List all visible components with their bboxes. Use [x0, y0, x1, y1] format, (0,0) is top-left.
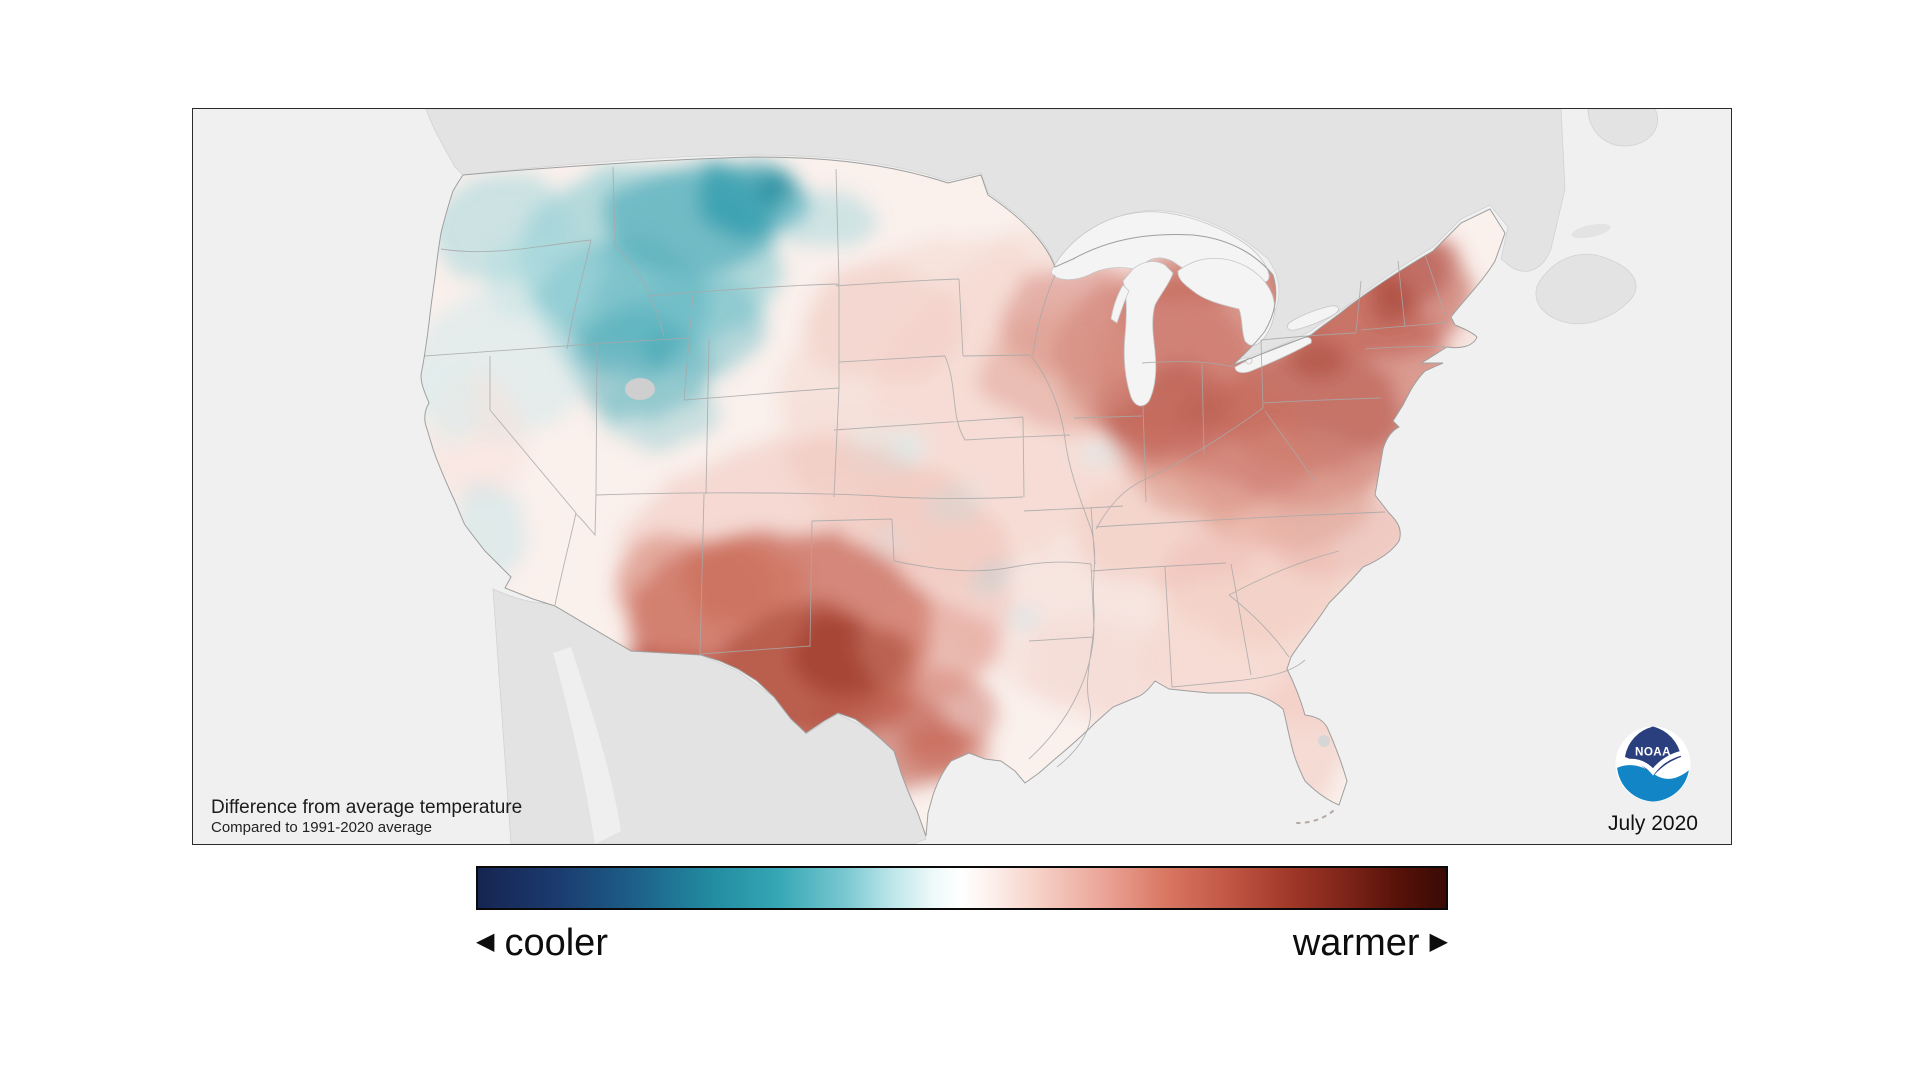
lake-huron	[1177, 257, 1275, 346]
temperature-colorbar	[476, 866, 1448, 910]
noaa-logo-block: NOAA July 2020	[1603, 725, 1703, 836]
caption-title: Difference from average temperature	[211, 796, 523, 818]
map-date-label: July 2020	[1608, 812, 1698, 835]
noaa-logo: NOAA	[1615, 726, 1691, 802]
gaspe-peninsula	[1587, 109, 1658, 147]
colorbar-labels: ◀ cooler warmer ▶	[476, 922, 1448, 965]
noaa-logo-text: NOAA	[1635, 745, 1671, 758]
prince-edward-island	[1571, 223, 1611, 239]
warmer-label: warmer	[1292, 922, 1420, 964]
state-boundaries	[423, 166, 1449, 768]
us-temperature-anomaly-map	[193, 109, 1731, 844]
great-lakes	[1050, 211, 1339, 407]
green-bay	[1110, 284, 1130, 324]
canada-landmass	[425, 109, 1566, 362]
lake-erie	[1234, 336, 1312, 374]
lake-michigan	[1122, 261, 1174, 407]
great-salt-lake	[625, 378, 655, 400]
cooler-label-group: ◀ cooler	[476, 922, 608, 965]
cooler-label: cooler	[504, 922, 608, 964]
lake-ontario	[1287, 305, 1339, 331]
nova-scotia	[1535, 253, 1637, 325]
anomaly-field	[421, 164, 1505, 809]
left-arrow-icon: ◀	[476, 928, 495, 955]
map-caption: Difference from average temperature Comp…	[211, 796, 522, 839]
gulf-of-california	[553, 647, 621, 844]
florida-keys	[1296, 810, 1334, 824]
lake-okeechobee	[1318, 735, 1330, 747]
right-arrow-icon: ▶	[1429, 928, 1448, 955]
caption-subtitle: Compared to 1991-2020 average	[211, 819, 432, 837]
map-panel: Difference from average temperature Comp…	[192, 108, 1732, 845]
warmer-label-group: warmer ▶	[1293, 922, 1448, 965]
